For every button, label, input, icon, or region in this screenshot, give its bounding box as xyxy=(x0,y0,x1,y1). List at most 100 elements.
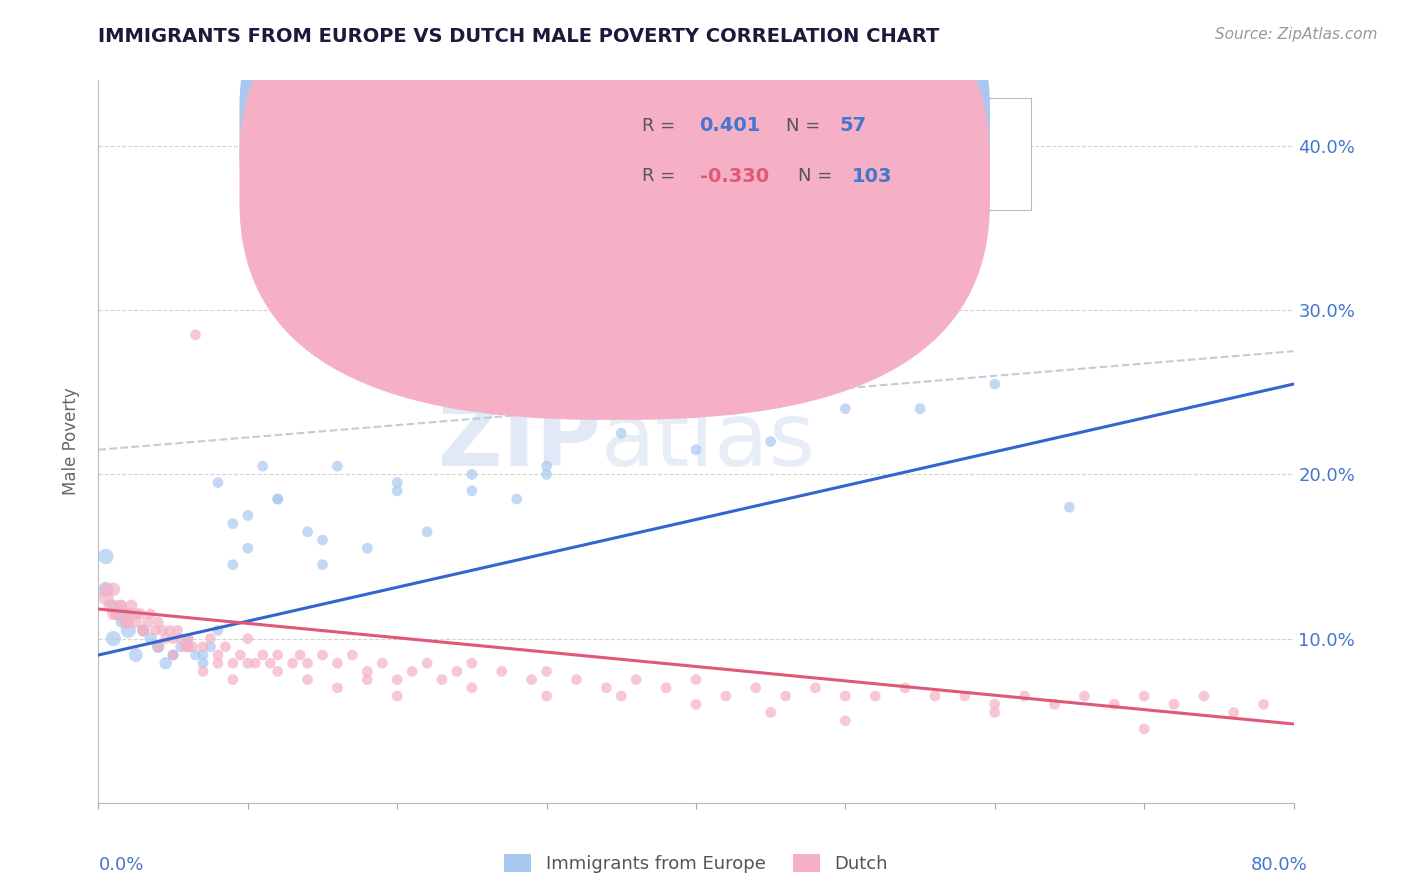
Point xyxy=(152,624,174,638)
Point xyxy=(491,665,513,679)
Point xyxy=(685,442,707,457)
Point xyxy=(984,377,1007,392)
Point xyxy=(894,681,917,695)
Point xyxy=(1163,698,1185,712)
Point xyxy=(371,657,394,671)
Point xyxy=(191,657,214,671)
Point xyxy=(685,673,707,687)
Point xyxy=(143,624,166,638)
Point xyxy=(1043,698,1066,712)
Point xyxy=(908,401,931,416)
Point xyxy=(267,648,290,662)
Legend: Immigrants from Europe, Dutch: Immigrants from Europe, Dutch xyxy=(496,847,896,880)
Point xyxy=(103,632,125,646)
Point xyxy=(222,657,245,671)
Point xyxy=(236,508,259,523)
Text: ZIP: ZIP xyxy=(437,398,600,485)
Point xyxy=(155,657,177,671)
Point xyxy=(520,673,543,687)
Point xyxy=(326,681,349,695)
Point xyxy=(1104,698,1126,712)
Point xyxy=(461,483,484,498)
Point xyxy=(139,632,162,646)
Point xyxy=(229,648,252,662)
Point xyxy=(103,607,125,621)
Point xyxy=(356,541,378,556)
Point xyxy=(1014,689,1036,703)
Point xyxy=(200,640,222,654)
Point xyxy=(103,599,125,613)
Point xyxy=(120,599,142,613)
Point xyxy=(401,665,423,679)
Point xyxy=(139,607,162,621)
Point xyxy=(1133,722,1156,736)
Point xyxy=(103,582,125,597)
Point xyxy=(166,624,188,638)
FancyBboxPatch shape xyxy=(239,0,990,371)
Point xyxy=(155,632,177,646)
Point xyxy=(207,475,229,490)
Point xyxy=(125,615,148,630)
Point xyxy=(207,657,229,671)
Point xyxy=(655,681,678,695)
Point xyxy=(834,714,856,728)
Point xyxy=(865,689,887,703)
Point xyxy=(834,401,856,416)
Point xyxy=(775,689,797,703)
Text: IMMIGRANTS FROM EUROPE VS DUTCH MALE POVERTY CORRELATION CHART: IMMIGRANTS FROM EUROPE VS DUTCH MALE POV… xyxy=(98,27,939,45)
Point xyxy=(222,558,245,572)
Point xyxy=(177,632,200,646)
Point xyxy=(984,698,1007,712)
Point xyxy=(610,426,633,441)
Point xyxy=(184,327,207,342)
Point xyxy=(1059,500,1081,515)
Point xyxy=(356,673,378,687)
Point xyxy=(162,648,184,662)
Point xyxy=(132,624,155,638)
Point xyxy=(132,624,155,638)
Text: N =: N = xyxy=(786,117,825,135)
Point xyxy=(169,640,191,654)
Point xyxy=(311,533,333,547)
Point xyxy=(245,657,267,671)
Point xyxy=(125,607,148,621)
Point xyxy=(416,657,439,671)
Point xyxy=(536,467,558,482)
FancyBboxPatch shape xyxy=(576,98,1031,211)
Point xyxy=(288,648,311,662)
Point xyxy=(252,459,274,474)
Point xyxy=(685,698,707,712)
Point xyxy=(207,648,229,662)
Point xyxy=(267,491,290,506)
Point xyxy=(461,681,484,695)
Point xyxy=(281,657,304,671)
Point xyxy=(162,648,184,662)
Point xyxy=(110,615,132,630)
Point xyxy=(132,624,155,638)
Point xyxy=(461,657,484,671)
Point xyxy=(159,624,181,638)
Point xyxy=(177,640,200,654)
Point xyxy=(297,524,319,539)
Point xyxy=(461,467,484,482)
Point xyxy=(222,673,245,687)
Point xyxy=(326,459,349,474)
Point xyxy=(297,657,319,671)
Point xyxy=(1073,689,1095,703)
Point xyxy=(236,541,259,556)
Point xyxy=(356,665,378,679)
Point xyxy=(177,640,200,654)
Point xyxy=(117,607,139,621)
Text: 0.0%: 0.0% xyxy=(98,856,143,874)
Point xyxy=(267,491,290,506)
Point xyxy=(1253,698,1275,712)
Text: N =: N = xyxy=(797,168,838,186)
Point xyxy=(536,689,558,703)
Point xyxy=(191,640,214,654)
Point xyxy=(804,681,827,695)
Point xyxy=(745,681,768,695)
Point xyxy=(311,558,333,572)
Point xyxy=(626,673,648,687)
Text: R =: R = xyxy=(643,117,681,135)
Point xyxy=(184,648,207,662)
